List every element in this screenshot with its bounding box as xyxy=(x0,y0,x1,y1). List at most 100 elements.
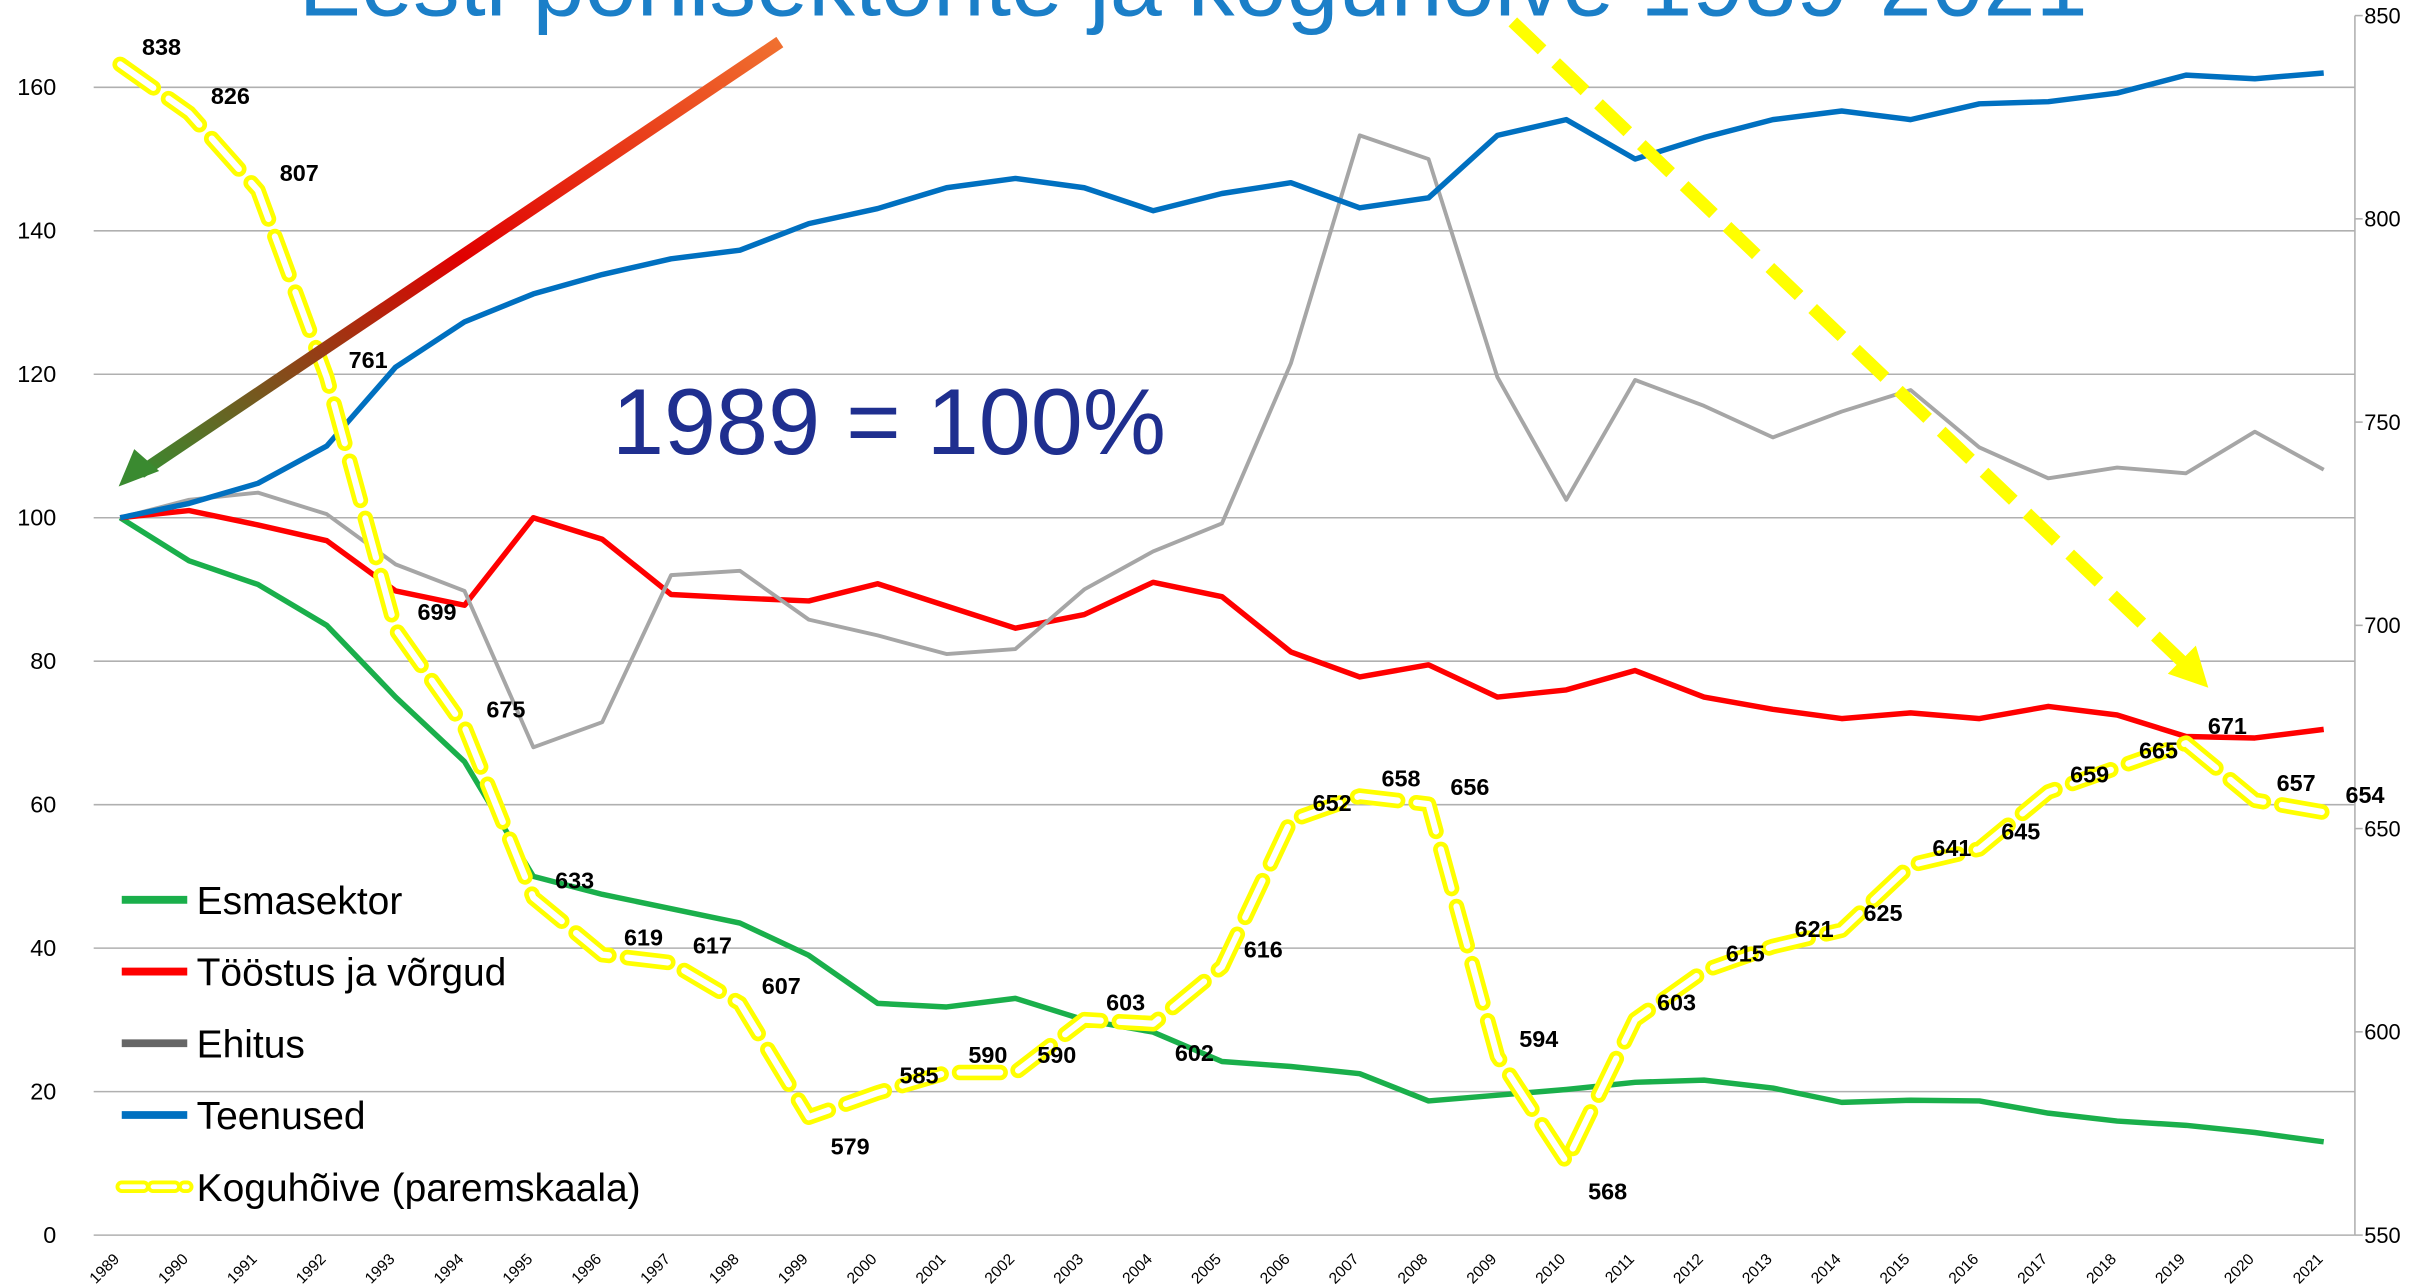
lines xyxy=(112,56,2332,1170)
data-label: 675 xyxy=(486,697,525,723)
data-label: 616 xyxy=(1244,936,1283,962)
data-label: 594 xyxy=(1519,1026,1558,1052)
data-label: 603 xyxy=(1657,989,1696,1015)
x-tick-label: 1994 xyxy=(431,1251,468,1285)
data-label: 617 xyxy=(693,932,732,958)
x-tick-label: 1997 xyxy=(637,1251,674,1285)
x-tick-label: 2007 xyxy=(1326,1251,1363,1285)
y-tick-label: 20 xyxy=(30,1078,56,1104)
x-tick-label: 2003 xyxy=(1051,1251,1088,1285)
data-label: 807 xyxy=(280,160,319,186)
y2-tick-label: 700 xyxy=(2364,613,2400,638)
data-label: 579 xyxy=(831,1134,870,1160)
y-tick-label: 120 xyxy=(17,361,56,387)
annotation: 1989 = 100% xyxy=(612,369,1166,474)
data-label: 838 xyxy=(142,34,181,60)
y-tick-label: 80 xyxy=(30,648,56,674)
total-line-inner xyxy=(117,61,2327,1166)
labels: 838 826 807 761 699 675 633 619 617 607 579 585 590 5… xyxy=(142,34,2385,1204)
data-label: 657 xyxy=(2277,770,2316,796)
data-label: 671 xyxy=(2208,713,2247,739)
data-label: 603 xyxy=(1106,989,1145,1015)
data-label: 615 xyxy=(1726,941,1765,967)
x-tick-label: 2013 xyxy=(1739,1251,1776,1285)
x-tick-label: 2010 xyxy=(1533,1251,1570,1285)
x-tick-label: 2014 xyxy=(1808,1251,1845,1285)
data-label: 602 xyxy=(1175,1040,1214,1066)
arrow xyxy=(1508,17,2188,668)
legend-label: Koguhõive (paremskaala) xyxy=(197,1167,641,1210)
x-tick-label: 1989 xyxy=(86,1251,123,1285)
data-label: 568 xyxy=(1588,1178,1627,1204)
data-label: 590 xyxy=(1037,1042,1076,1068)
x-tick-label: 2004 xyxy=(1119,1251,1156,1285)
x-tick-label: 2012 xyxy=(1670,1251,1707,1285)
x-tick-label: 2002 xyxy=(982,1251,1019,1285)
y-tick-label: 60 xyxy=(30,791,56,817)
arrow xyxy=(136,36,784,478)
x-tick-label: 2016 xyxy=(1946,1251,1983,1285)
data-label: 625 xyxy=(1864,900,1903,926)
series-line xyxy=(119,70,2324,521)
y2-tick-label: 850 xyxy=(2364,3,2400,28)
data-label: 585 xyxy=(899,1062,938,1088)
x-tick-label: 2005 xyxy=(1188,1251,1225,1285)
legend-label: Esmasektor xyxy=(197,880,403,923)
data-label: 652 xyxy=(1313,790,1352,816)
data-label: 665 xyxy=(2139,737,2178,763)
y2-tick-label: 650 xyxy=(2364,816,2400,841)
y2-tick-label: 750 xyxy=(2364,410,2400,435)
x-tick-label: 2009 xyxy=(1464,1251,1501,1285)
y2-tick-label: 550 xyxy=(2364,1223,2400,1248)
x-tick-label: 2020 xyxy=(2221,1251,2258,1285)
x-tick-label: 1992 xyxy=(293,1251,330,1285)
legend: Esmasektor Tööstus ja võrgud Ehitus Teenuse… xyxy=(115,880,641,1210)
x-tick-label: 2019 xyxy=(2152,1251,2189,1285)
y2-tick-label: 800 xyxy=(2364,207,2400,232)
data-label: 619 xyxy=(624,924,663,950)
chart-title: Eesti põhisektorite ja koguhõive 1989-20… xyxy=(299,0,2088,36)
data-label: 658 xyxy=(1382,766,1421,792)
data-label: 659 xyxy=(2070,762,2109,788)
series-line xyxy=(119,133,2325,750)
legend-label: Tööstus ja võrgud xyxy=(197,952,507,995)
x-tick-label: 2021 xyxy=(2290,1251,2327,1285)
y2-tick-label: 600 xyxy=(2364,1020,2400,1045)
x-tick-label: 2015 xyxy=(1877,1251,1914,1285)
x-tick-label: 1990 xyxy=(155,1251,192,1285)
x-tick-label: 2018 xyxy=(2083,1251,2120,1285)
grid: 0 20 40 60 80 100 120 140 160 550 600 650 700 750 800 8… xyxy=(17,3,2400,1285)
x-tick-label: 2006 xyxy=(1257,1251,1294,1285)
data-label: 633 xyxy=(555,867,594,893)
x-tick-label: 2011 xyxy=(1602,1251,1638,1285)
x-tick-label: 1993 xyxy=(362,1251,399,1285)
x-tick-label: 1998 xyxy=(706,1251,743,1285)
data-label: 590 xyxy=(968,1042,1007,1068)
y-tick-label: 0 xyxy=(43,1222,56,1248)
arrow-head xyxy=(118,449,160,487)
x-tick-label: 2001 xyxy=(913,1251,950,1285)
data-label: 641 xyxy=(1932,835,1971,861)
data-label: 761 xyxy=(349,347,388,373)
x-tick-label: 2000 xyxy=(844,1251,881,1285)
data-label: 656 xyxy=(1450,774,1489,800)
x-tick-label: 1991 xyxy=(224,1251,261,1285)
y-tick-label: 140 xyxy=(17,218,56,244)
arrow-head xyxy=(2167,645,2209,688)
y-tick-label: 40 xyxy=(30,935,56,961)
data-label: 699 xyxy=(417,599,456,625)
x-tick-label: 1995 xyxy=(500,1251,537,1285)
series-line xyxy=(119,507,2325,741)
x-tick-label: 2008 xyxy=(1395,1251,1432,1285)
data-label: 621 xyxy=(1795,916,1834,942)
legend-label: Teenused xyxy=(197,1095,366,1138)
data-label: 607 xyxy=(762,973,801,999)
y-tick-label: 160 xyxy=(17,74,56,100)
x-tick-label: 1996 xyxy=(569,1251,606,1285)
data-label: 654 xyxy=(2346,782,2385,808)
legend-label: Ehitus xyxy=(197,1023,305,1066)
x-tick-label: 2017 xyxy=(2015,1251,2052,1285)
y-tick-label: 100 xyxy=(17,505,56,531)
